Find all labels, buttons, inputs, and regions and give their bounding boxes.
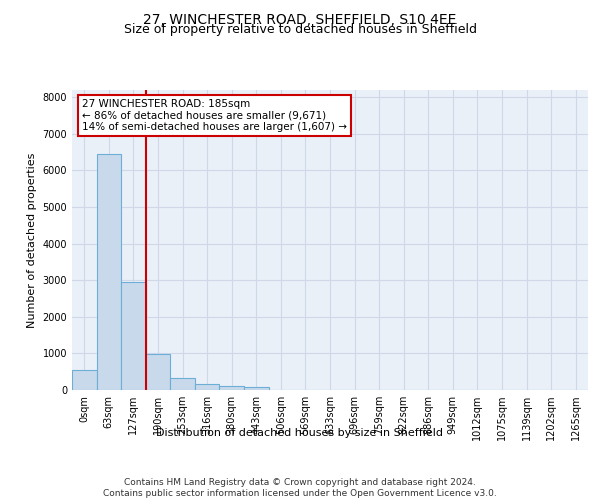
Bar	[97, 154, 121, 390]
Y-axis label: Number of detached properties: Number of detached properties	[27, 152, 37, 328]
Bar	[220, 386, 244, 390]
Bar	[72, 370, 97, 390]
Text: 27, WINCHESTER ROAD, SHEFFIELD, S10 4EE: 27, WINCHESTER ROAD, SHEFFIELD, S10 4EE	[143, 12, 457, 26]
Text: Distribution of detached houses by size in Sheffield: Distribution of detached houses by size …	[157, 428, 443, 438]
Bar	[121, 282, 146, 390]
Text: 27 WINCHESTER ROAD: 185sqm
← 86% of detached houses are smaller (9,671)
14% of s: 27 WINCHESTER ROAD: 185sqm ← 86% of deta…	[82, 99, 347, 132]
Bar	[170, 378, 195, 390]
Text: Size of property relative to detached houses in Sheffield: Size of property relative to detached ho…	[124, 22, 476, 36]
Text: Contains HM Land Registry data © Crown copyright and database right 2024.
Contai: Contains HM Land Registry data © Crown c…	[103, 478, 497, 498]
Bar	[195, 384, 220, 390]
Bar	[146, 354, 170, 390]
Bar	[244, 388, 269, 390]
